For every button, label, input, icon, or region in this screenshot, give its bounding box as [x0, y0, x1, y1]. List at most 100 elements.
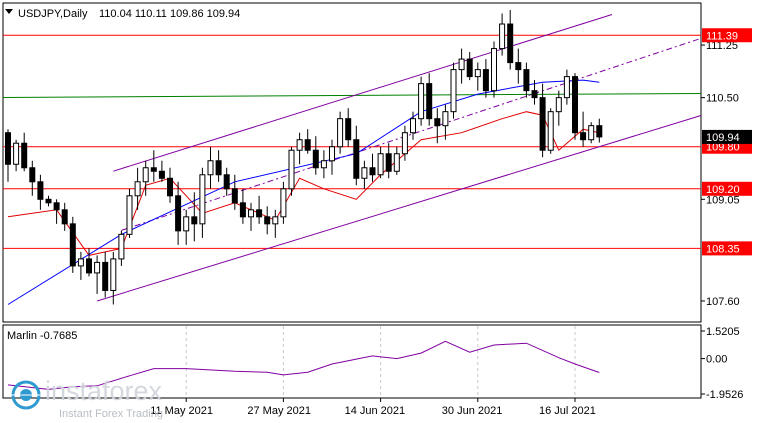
candle-body [482, 69, 489, 92]
level-tag: 111.39 [702, 28, 752, 43]
candle [369, 153, 376, 182]
candle-body [29, 167, 36, 183]
x-tick-label: 14 Jun 2021 [345, 405, 406, 417]
candles [5, 10, 603, 305]
candle-body [288, 149, 295, 190]
candle [102, 251, 109, 298]
candle-body [361, 167, 368, 179]
candle-body [239, 202, 246, 218]
candle-body [555, 97, 562, 113]
indicator-label: Marlin -0.7685 [7, 330, 77, 342]
candle-body [312, 149, 319, 169]
candle [304, 129, 311, 154]
candle-body [442, 111, 449, 127]
candle [183, 209, 190, 245]
candle [418, 76, 425, 126]
level-tag-label: 111.39 [706, 30, 738, 42]
candle-body [499, 23, 506, 50]
candle-body [450, 69, 457, 113]
candle-body [215, 160, 222, 176]
candle [523, 62, 530, 98]
watermark: instaforex Instant Forex Trading [10, 376, 163, 420]
candle [5, 129, 11, 182]
marlin-line [7, 340, 600, 390]
candle-body [86, 258, 92, 274]
candle-body [110, 258, 117, 291]
indicator-tick-label: 1.5205 [706, 326, 740, 338]
candle [288, 146, 295, 196]
candle [207, 146, 214, 189]
y-tick-label: 111.25 [706, 40, 738, 52]
candle [191, 192, 198, 242]
candle [547, 108, 554, 154]
candle-body [223, 174, 230, 190]
candle [53, 199, 60, 224]
candle-body [426, 83, 433, 120]
candle [337, 111, 344, 154]
candle-body [118, 233, 125, 260]
candle [158, 160, 165, 182]
candle-body [21, 142, 28, 169]
x-tick-label: 16 Jul 2021 [539, 405, 596, 417]
candle [296, 132, 303, 165]
candle [482, 59, 489, 98]
red-ma-line [7, 111, 600, 256]
candle-body [434, 118, 441, 127]
candle [272, 209, 279, 238]
channel-upper-line [113, 14, 613, 172]
candle [94, 255, 101, 294]
candle [150, 150, 157, 182]
ohlc-values: 110.04 110.11 109.86 109.94 [99, 8, 240, 20]
candle-body [207, 160, 214, 176]
candle [110, 251, 117, 305]
candle [596, 118, 603, 143]
candle-body [13, 142, 20, 165]
candle [223, 167, 230, 196]
candle [29, 160, 36, 196]
candle-body [304, 139, 311, 151]
collapse-triangle-icon[interactable] [5, 9, 13, 14]
candle-body [126, 195, 133, 235]
watermark-brand: instaforex [45, 376, 163, 406]
candle-body [45, 198, 52, 204]
candle [37, 174, 44, 210]
candle-body [596, 125, 603, 138]
candle-body [134, 181, 141, 197]
candle-body [199, 174, 206, 225]
candle-body [329, 146, 335, 162]
candle [539, 83, 546, 158]
candle [345, 108, 352, 147]
candle [256, 195, 263, 224]
candle [361, 160, 368, 189]
candle-body [142, 167, 149, 183]
candle [175, 181, 182, 245]
candle [320, 150, 327, 179]
candle [458, 48, 465, 84]
candle-body [69, 223, 76, 267]
candle-body [296, 139, 303, 151]
candle-body [248, 209, 254, 218]
candle [401, 125, 408, 161]
candle-body [547, 111, 554, 151]
level-tag: 108.35 [702, 241, 752, 256]
candle [563, 69, 570, 105]
candle-body [523, 69, 530, 92]
candle [474, 62, 481, 91]
candle [248, 202, 254, 231]
candle-body [191, 216, 198, 225]
candle [118, 230, 125, 266]
candle-body [272, 216, 279, 225]
candle-body [280, 188, 287, 218]
candle [280, 181, 287, 224]
marlin-panel: 1.5205 0.00 -1.9526 [7, 326, 743, 401]
candle [555, 90, 562, 126]
candle-body [507, 23, 514, 64]
candle-body [94, 261, 101, 274]
candle-body [337, 118, 344, 148]
candle [231, 174, 238, 210]
candle [515, 48, 522, 84]
candle [531, 80, 538, 105]
candle [142, 160, 149, 196]
candle-body [393, 153, 400, 172]
candle-body [580, 132, 587, 141]
